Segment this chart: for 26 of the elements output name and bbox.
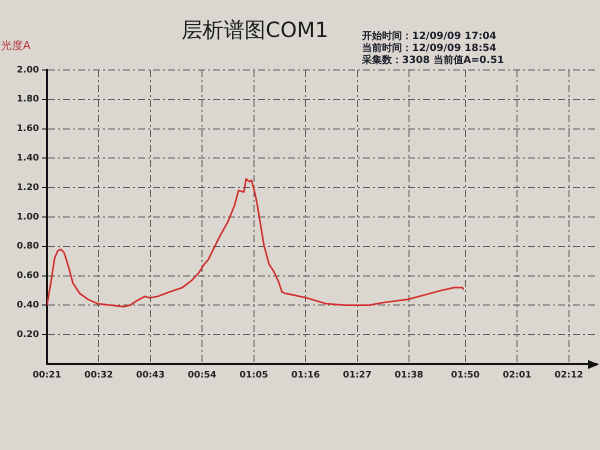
y-tick-label: 0.80 (16, 242, 39, 252)
x-tick-label: 00:43 (136, 370, 165, 381)
x-tick-label: 02:01 (502, 370, 532, 381)
y-tick-label: 1.80 (16, 94, 39, 105)
y-tick-label: 0.40 (16, 300, 39, 311)
x-tick-label: 01:27 (342, 370, 372, 381)
y-tick-label: 1.00 (16, 212, 39, 222)
x-tick-label: 00:21 (32, 370, 62, 381)
x-tick-label: 01:50 (451, 370, 480, 381)
y-tick-label: 1.20 (16, 182, 39, 193)
y-tick-label: 0.20 (16, 330, 39, 340)
y-tick-label: 1.60 (16, 124, 39, 134)
y-tick-label: 1.40 (16, 154, 39, 164)
x-tick-label: 00:32 (84, 370, 114, 381)
chart-title: 层析谱图COM1 (182, 18, 328, 42)
x-tick-label: 01:05 (240, 370, 268, 381)
y-tick-label: 0.60 (16, 271, 39, 282)
text: 采集数：3308 当前值A=0.51 (362, 55, 504, 67)
text: 开始时间：12/09/09 17:04 (362, 31, 498, 42)
y-axis-title: 光度A (1, 39, 31, 52)
y-tick-label: 2.00 (16, 65, 39, 76)
x-tick-label: 02:12 (554, 370, 584, 381)
x-tick-label: 00:54 (188, 370, 216, 381)
x-tick-label: 01:38 (394, 370, 424, 381)
x-tick-label: 01:16 (291, 370, 320, 381)
text: 当前时间：12/09/09 18:54 (362, 43, 498, 54)
